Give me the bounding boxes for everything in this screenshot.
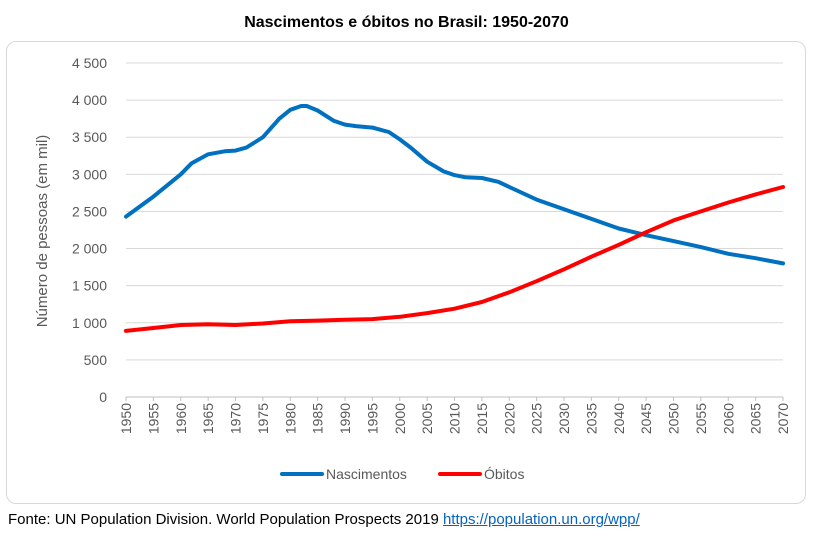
x-tick-label: 1995 xyxy=(364,403,380,434)
x-tick-label: 1985 xyxy=(310,403,326,434)
y-tick-label: 1 500 xyxy=(72,278,107,294)
x-tick-label: 2070 xyxy=(775,403,791,434)
x-tick-labels: 1950 1955 1960 1965 1970 1975 1980 1985 1990 1995… xyxy=(118,397,791,434)
x-tick-label: 2030 xyxy=(556,403,572,434)
x-tick-label: 2015 xyxy=(474,403,490,434)
legend-label: Óbitos xyxy=(484,466,524,482)
series-lines xyxy=(124,104,785,333)
source-text: Fonte: UN Population Division. World Pop… xyxy=(8,511,443,528)
legend: Nascimentos Óbitos xyxy=(280,466,524,482)
gridlines xyxy=(126,62,783,398)
x-tick-label: 1965 xyxy=(200,403,216,434)
series-line-obitos xyxy=(124,185,785,333)
y-tick-label: 500 xyxy=(84,352,108,368)
y-tick-label: 3 000 xyxy=(72,166,107,182)
x-tick-label: 1980 xyxy=(282,403,298,434)
x-tick-label: 1990 xyxy=(337,403,353,434)
chart-frame xyxy=(6,41,806,504)
x-tick-label: 1975 xyxy=(255,403,271,434)
x-tick-label: 2060 xyxy=(720,403,736,434)
x-tick-label: 2055 xyxy=(693,403,709,434)
x-tick-label: 1950 xyxy=(118,403,134,434)
y-tick-label: 0 xyxy=(99,389,107,405)
y-tick-label: 1 000 xyxy=(72,315,107,331)
x-tick-label: 2010 xyxy=(447,403,463,434)
x-tick-label: 2005 xyxy=(419,403,435,434)
x-tick-label: 2025 xyxy=(529,403,545,434)
legend-label: Nascimentos xyxy=(326,466,407,482)
x-tick-label: 2040 xyxy=(611,403,627,434)
x-tick-label: 2045 xyxy=(638,403,654,434)
x-tick-label: 1970 xyxy=(228,403,244,434)
source-note: Fonte: UN Population Division. World Pop… xyxy=(8,511,640,528)
x-tick-label: 2050 xyxy=(666,403,682,434)
y-tick-labels: 0 500 1 000 1 500 2 000 2 500 3 000 3 500 4 000 4… xyxy=(72,55,107,405)
chart-title: Nascimentos e óbitos no Brasil: 1950-207… xyxy=(244,14,569,31)
y-tick-label: 4 500 xyxy=(72,55,107,71)
y-tick-label: 2 500 xyxy=(72,203,107,219)
x-tick-label: 2020 xyxy=(501,403,517,434)
y-tick-label: 3 500 xyxy=(72,129,107,145)
x-tick-label: 2035 xyxy=(583,403,599,434)
x-tick-label: 2065 xyxy=(748,403,764,434)
x-tick-label: 1960 xyxy=(173,403,189,434)
source-link[interactable]: https://population.un.org/wpp/ xyxy=(442,511,640,528)
y-tick-label: 4 000 xyxy=(72,92,107,108)
y-axis-label: Número de pessoas (em mil) xyxy=(34,135,51,328)
y-tick-label: 2 000 xyxy=(72,241,107,257)
x-tick-label: 2000 xyxy=(392,403,408,434)
series-line-nascimentos xyxy=(124,104,785,266)
x-tick-label: 1955 xyxy=(145,403,161,434)
